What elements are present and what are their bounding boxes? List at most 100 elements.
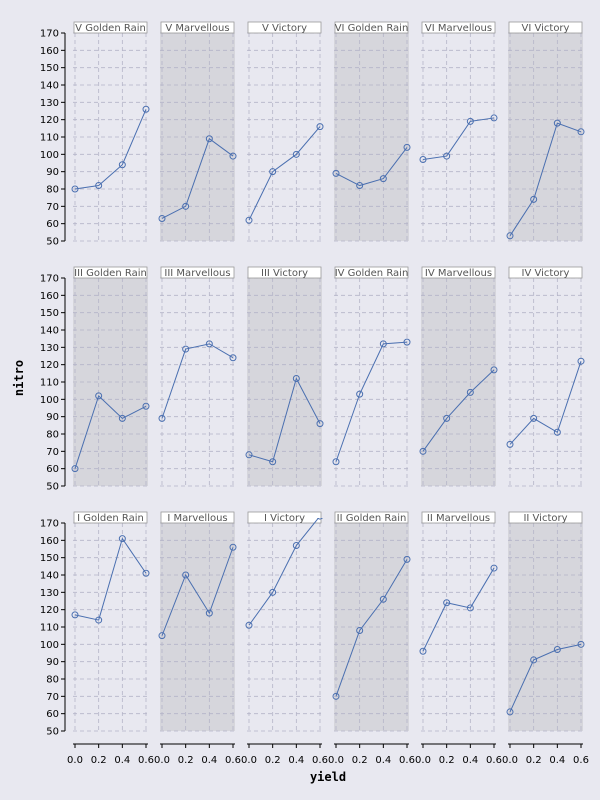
panel-strip: [160, 21, 235, 34]
panel-series: [71, 105, 150, 193]
panel-strip-label: III Marvellous: [164, 268, 230, 279]
x-tick-label: 0.6: [225, 755, 241, 766]
data-point: [379, 175, 387, 183]
y-tick-label: 130: [40, 343, 59, 354]
y-tick-label: 110: [40, 378, 59, 389]
x-tick-label: 0.0: [415, 755, 431, 766]
y-tick-label: 50: [46, 237, 59, 248]
x-tick-label: 0.4: [549, 755, 565, 766]
panel-strip-label: I Marvellous: [167, 513, 227, 524]
series-line: [422, 369, 495, 452]
data-point: [71, 185, 79, 193]
y-tick-label: 110: [40, 133, 59, 144]
panel: I Golden Rain: [71, 511, 150, 732]
series-line: [335, 341, 408, 462]
series-line: [422, 117, 495, 161]
data-point: [332, 692, 340, 700]
x-tick-label: 0.2: [526, 755, 542, 766]
panel: IV Marvellous: [419, 266, 498, 487]
panel-strip-label: I Victory: [264, 513, 305, 524]
panel-strip: [73, 21, 148, 34]
data-point: [292, 375, 300, 383]
panel-strip: [160, 511, 235, 524]
series-line: [161, 343, 234, 419]
y-tick-label: 80: [46, 430, 59, 441]
panel-series: [158, 543, 237, 640]
panel: III Golden Rain: [71, 266, 150, 487]
y-tick-label: 140: [40, 571, 59, 582]
data-point: [205, 340, 213, 348]
panel-strip-label: V Marvellous: [165, 23, 229, 34]
x-tick-label: 0.4: [375, 755, 391, 766]
panel-strip: [508, 511, 583, 524]
series-line: [74, 394, 147, 469]
y-tick-label: 140: [40, 81, 59, 92]
data-point: [158, 214, 166, 222]
y-tick-label: 50: [46, 482, 59, 493]
y-tick-label: 60: [46, 219, 59, 230]
data-point: [95, 182, 103, 190]
panel-series: [71, 392, 150, 473]
data-point: [356, 390, 364, 398]
panel-series: [158, 135, 237, 222]
panel: III Marvellous: [158, 266, 237, 487]
data-point: [118, 414, 126, 422]
panel-series: [506, 640, 585, 716]
y-tick-label: 160: [40, 291, 59, 302]
panel-strip: [421, 511, 496, 524]
x-tick-label: 0.4: [114, 755, 130, 766]
panel-strip: [73, 266, 148, 279]
panel-strip-label: VI Victory: [522, 23, 570, 34]
y-tick-label: 70: [46, 202, 59, 213]
data-point: [142, 402, 150, 410]
x-tick-label: 0.6: [486, 755, 502, 766]
panel-strip: [73, 511, 148, 524]
x-tick-label: 0.4: [462, 755, 478, 766]
panel-series: [506, 119, 585, 240]
x-tick-label: 0.6: [573, 755, 589, 766]
panel-series: [506, 357, 585, 448]
data-point: [530, 656, 538, 664]
x-tick-label: 0.0: [502, 755, 518, 766]
y-tick-label: 150: [40, 308, 59, 319]
data-point: [229, 354, 237, 362]
panel-strip-label: IV Marvellous: [425, 268, 492, 279]
panel: I Marvellous: [158, 511, 237, 732]
panel-strip-label: II Marvellous: [427, 513, 490, 524]
data-point: [490, 564, 498, 572]
data-point: [245, 621, 253, 629]
y-tick-label: 70: [46, 447, 59, 458]
data-point: [269, 588, 277, 596]
y-tick-label: 170: [40, 274, 59, 285]
series-line: [248, 126, 321, 221]
y-tick-label: 60: [46, 464, 59, 475]
x-tick-label: 0.4: [201, 755, 217, 766]
panel-series: [419, 114, 498, 164]
x-tick-label: 0.2: [439, 755, 455, 766]
data-point: [490, 366, 498, 374]
data-point: [316, 123, 324, 131]
panel-strip: [247, 511, 322, 524]
panel-series: [332, 555, 411, 700]
panel: V Victory: [245, 21, 324, 242]
y-tick-label: 120: [40, 360, 59, 371]
panel-strip-label: I Golden Rain: [77, 513, 144, 524]
y-tick-label: 150: [40, 553, 59, 564]
x-tick-label: 0.2: [265, 755, 281, 766]
data-point: [506, 232, 514, 240]
panel-strip: [247, 266, 322, 279]
x-tick-label: 0.6: [138, 755, 154, 766]
data-point: [95, 392, 103, 400]
data-point: [142, 569, 150, 577]
series-line: [161, 547, 234, 636]
panel: II Marvellous: [419, 511, 498, 732]
data-point: [443, 414, 451, 422]
panel-series: [158, 340, 237, 422]
panel-series: [332, 338, 411, 466]
data-point: [443, 152, 451, 160]
y-tick-label: 90: [46, 167, 59, 178]
y-tick-label: 100: [40, 395, 59, 406]
panel: VI Golden Rain: [332, 21, 411, 242]
panel-strip: [334, 511, 409, 524]
